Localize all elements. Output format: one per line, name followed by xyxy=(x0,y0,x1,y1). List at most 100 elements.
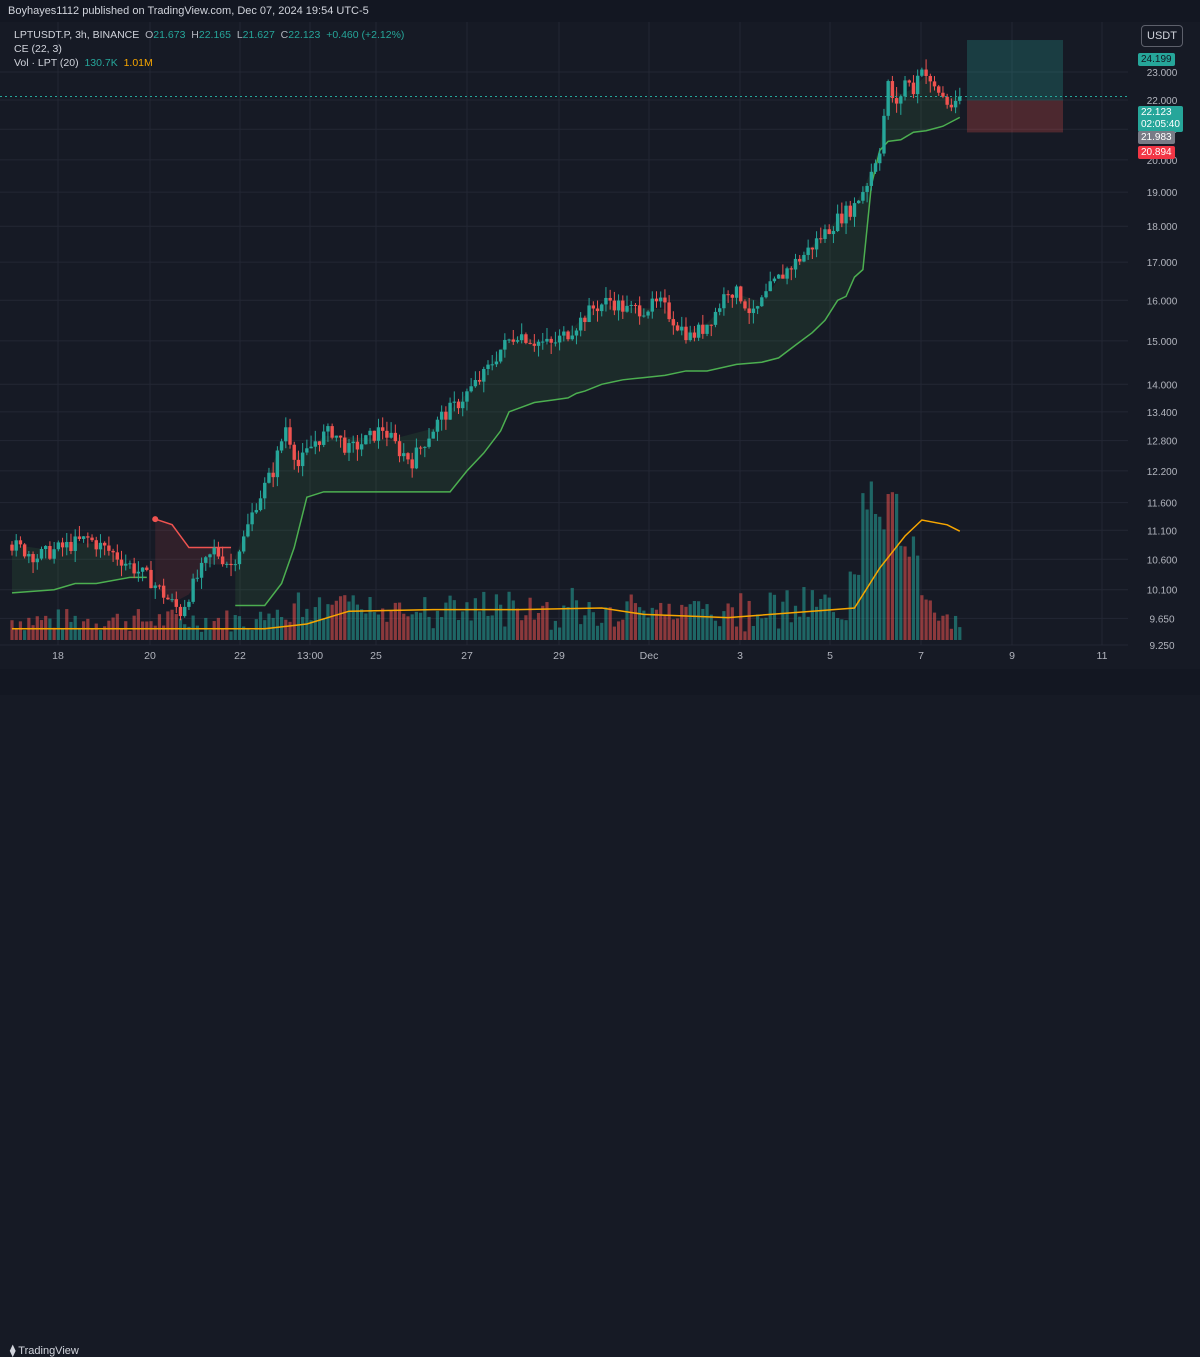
candle-body xyxy=(136,571,141,574)
candle-body xyxy=(275,450,280,478)
price-chart[interactable]: 23.00022.00021.00020.00019.00018.00017.0… xyxy=(0,0,1200,695)
candle-body xyxy=(107,545,111,551)
volume-bar xyxy=(275,609,279,640)
candle-body xyxy=(410,459,414,469)
candle-body xyxy=(18,540,23,545)
candle-body xyxy=(35,558,39,563)
volume-bar xyxy=(873,513,878,640)
volume-bar xyxy=(895,493,899,640)
candle-body xyxy=(296,459,301,467)
y-tick-label: 23.000 xyxy=(1147,68,1178,79)
volume-bar xyxy=(819,598,823,640)
volume-legend-row: Vol · LPT (20) 130.7K 1.01M xyxy=(14,56,404,70)
volume-bar xyxy=(195,625,199,640)
volume-bar xyxy=(718,626,722,640)
volume-bar xyxy=(646,617,650,640)
volume-ma-line xyxy=(12,519,961,630)
candle-body xyxy=(204,557,208,563)
volume-bar xyxy=(899,545,903,640)
volume-bar xyxy=(642,610,646,640)
volume-bar xyxy=(419,612,423,640)
candle-body xyxy=(77,536,82,539)
candle-body xyxy=(90,537,94,541)
volume-bar xyxy=(726,603,730,640)
tradingview-logo-text: TradingView xyxy=(18,1345,79,1357)
volume-bar xyxy=(469,620,473,640)
volume-bar xyxy=(629,594,633,640)
volume-bar xyxy=(760,618,764,640)
volume-indicator-label[interactable]: Vol · LPT (20) xyxy=(14,57,79,69)
volume-bar xyxy=(688,604,692,640)
candle-body xyxy=(338,435,343,438)
volume-bar xyxy=(949,628,953,640)
volume-bar xyxy=(402,613,406,640)
volume-bar xyxy=(654,609,659,640)
candle-body xyxy=(532,343,537,346)
ce-long-line-1 xyxy=(11,576,147,594)
y-tick-label: 10.600 xyxy=(1147,555,1178,566)
candle-body xyxy=(654,298,659,302)
x-tick-label: 3 xyxy=(737,650,743,662)
ce-long-line-2-fill xyxy=(235,74,960,606)
candle-body xyxy=(709,324,713,326)
candle-body xyxy=(284,427,288,442)
ce-long-line-1-fill xyxy=(12,543,147,593)
candle-body xyxy=(688,332,692,341)
volume-bar xyxy=(435,610,440,640)
candle-body xyxy=(566,331,570,340)
volume-bar xyxy=(368,597,372,640)
candle-body xyxy=(713,311,718,325)
volume-bar xyxy=(857,574,861,640)
volume-bar xyxy=(242,626,246,640)
candle-body xyxy=(625,305,629,312)
volume-bar xyxy=(802,587,806,640)
candle-body xyxy=(406,453,410,460)
volume-bar xyxy=(789,622,793,640)
x-tick-label: 7 xyxy=(918,650,924,662)
tradingview-logo[interactable]: ⧫ TradingView xyxy=(10,1344,79,1357)
volume-bar xyxy=(73,615,77,640)
long-position-tool xyxy=(967,40,1063,133)
volume-bar xyxy=(39,620,44,640)
candle-body xyxy=(208,554,212,558)
candle-body xyxy=(389,432,393,438)
volume-bar xyxy=(292,603,296,640)
currency-selector[interactable]: USDT xyxy=(1141,25,1183,47)
candle-body xyxy=(473,380,478,387)
candle-body xyxy=(145,567,149,570)
candle-body xyxy=(267,472,271,483)
candle-body xyxy=(629,304,633,306)
candle-body xyxy=(878,153,882,164)
candle-body xyxy=(65,541,69,548)
price-axis: 23.00022.00021.00020.00019.00018.00017.0… xyxy=(1128,22,1200,669)
bar-countdown: 02:05:40 xyxy=(1141,119,1180,130)
candle-body xyxy=(915,75,920,95)
ce-indicator-label[interactable]: CE (22, 3) xyxy=(14,43,62,55)
volume-bar xyxy=(692,600,697,640)
volume-bar xyxy=(355,604,360,640)
volume-bar xyxy=(823,594,827,640)
volume-bar xyxy=(848,571,852,640)
candle-body xyxy=(22,544,27,557)
candle-body xyxy=(14,540,18,551)
candle-body xyxy=(69,541,73,551)
volume-bar xyxy=(659,602,663,640)
candle-body xyxy=(10,544,14,551)
candle-body xyxy=(191,578,195,602)
volume-bar xyxy=(583,615,587,640)
volume-bar xyxy=(924,599,928,640)
volume-bar xyxy=(675,618,680,640)
candle-body xyxy=(494,361,499,365)
candle-body xyxy=(604,297,608,305)
volume-bar xyxy=(591,612,595,640)
volume-bar xyxy=(920,595,924,640)
candle-body xyxy=(364,435,368,445)
candle-body xyxy=(376,427,381,441)
candle-body xyxy=(140,567,145,572)
candle-body xyxy=(94,540,98,550)
candle-body xyxy=(300,452,305,467)
tradingview-logo-icon: ⧫ xyxy=(10,1345,16,1357)
volume-bar xyxy=(90,628,94,640)
candle-body xyxy=(848,205,852,217)
symbol-label[interactable]: LPTUSDT.P, 3h, BINANCE xyxy=(14,29,140,41)
